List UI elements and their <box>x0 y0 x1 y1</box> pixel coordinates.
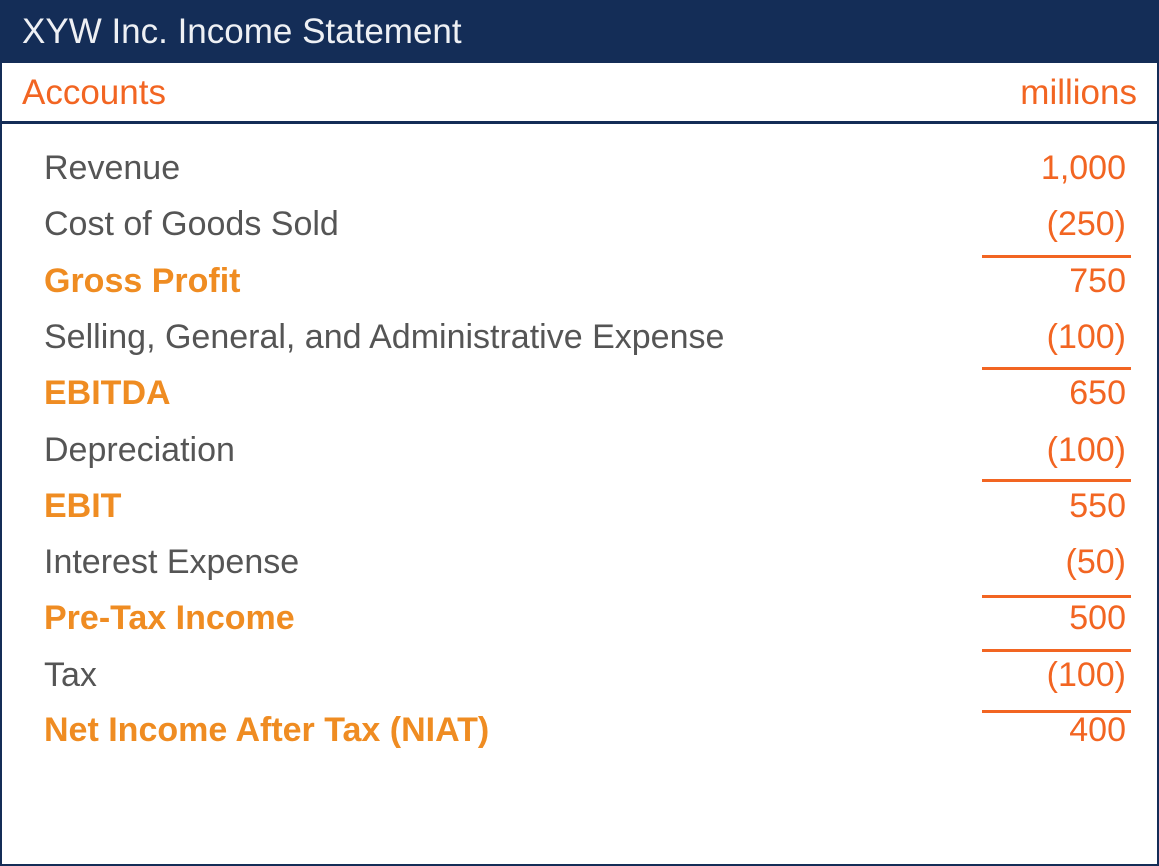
line-item-row: EBITDA 650 <box>0 374 1159 414</box>
amount-value: 1,000 <box>1040 149 1126 187</box>
amount-value: (100) <box>1046 318 1126 356</box>
account-label: Cost of Goods Sold <box>44 205 339 243</box>
amount-value: 500 <box>1069 599 1126 637</box>
amount-value: 650 <box>1069 374 1126 412</box>
account-label: Selling, General, and Administrative Exp… <box>44 318 725 356</box>
line-item-row: Gross Profit 750 <box>0 262 1159 302</box>
subtotal-label: Pre-Tax Income <box>44 599 295 637</box>
units-header: millions <box>1020 73 1137 112</box>
amount-value: (50) <box>1065 543 1126 581</box>
title-bar: XYW Inc. Income Statement <box>0 0 1159 63</box>
column-header: Accounts millions <box>0 63 1159 124</box>
subtotal-rule <box>982 595 1131 598</box>
line-item-row: Pre-Tax Income 500 <box>0 599 1159 639</box>
line-item-row: Selling, General, and Administrative Exp… <box>0 318 1159 358</box>
subtotal-rule <box>982 255 1131 258</box>
amount-value: 550 <box>1069 487 1126 525</box>
subtotal-label: Gross Profit <box>44 262 241 300</box>
line-item-row: Cost of Goods Sold (250) <box>0 205 1159 245</box>
line-item-row: Depreciation (100) <box>0 431 1159 471</box>
accounts-header: Accounts <box>22 73 166 112</box>
subtotal-rule <box>982 367 1131 370</box>
account-label: Interest Expense <box>44 543 300 581</box>
account-label: Revenue <box>44 149 181 187</box>
amount-value: 750 <box>1069 262 1126 300</box>
statement-title: XYW Inc. Income Statement <box>22 12 462 51</box>
amount-value: (100) <box>1046 431 1126 469</box>
amount-value: (100) <box>1046 656 1126 694</box>
line-item-row: Net Income After Tax (NIAT) 400 <box>0 711 1159 751</box>
account-label: Depreciation <box>44 431 235 469</box>
line-item-row: Interest Expense (50) <box>0 543 1159 583</box>
subtotal-label: EBIT <box>44 487 122 525</box>
subtotal-rule <box>982 649 1131 652</box>
subtotal-label: Net Income After Tax (NIAT) <box>44 711 490 749</box>
subtotal-rule <box>982 710 1131 713</box>
line-item-row: Revenue 1,000 <box>0 149 1159 189</box>
subtotal-label: EBITDA <box>44 374 171 412</box>
subtotal-rule <box>982 479 1131 482</box>
line-item-row: Tax (100) <box>0 656 1159 696</box>
amount-value: (250) <box>1046 205 1126 243</box>
line-item-row: EBIT 550 <box>0 487 1159 527</box>
account-label: Tax <box>44 656 97 694</box>
amount-value: 400 <box>1069 711 1126 749</box>
